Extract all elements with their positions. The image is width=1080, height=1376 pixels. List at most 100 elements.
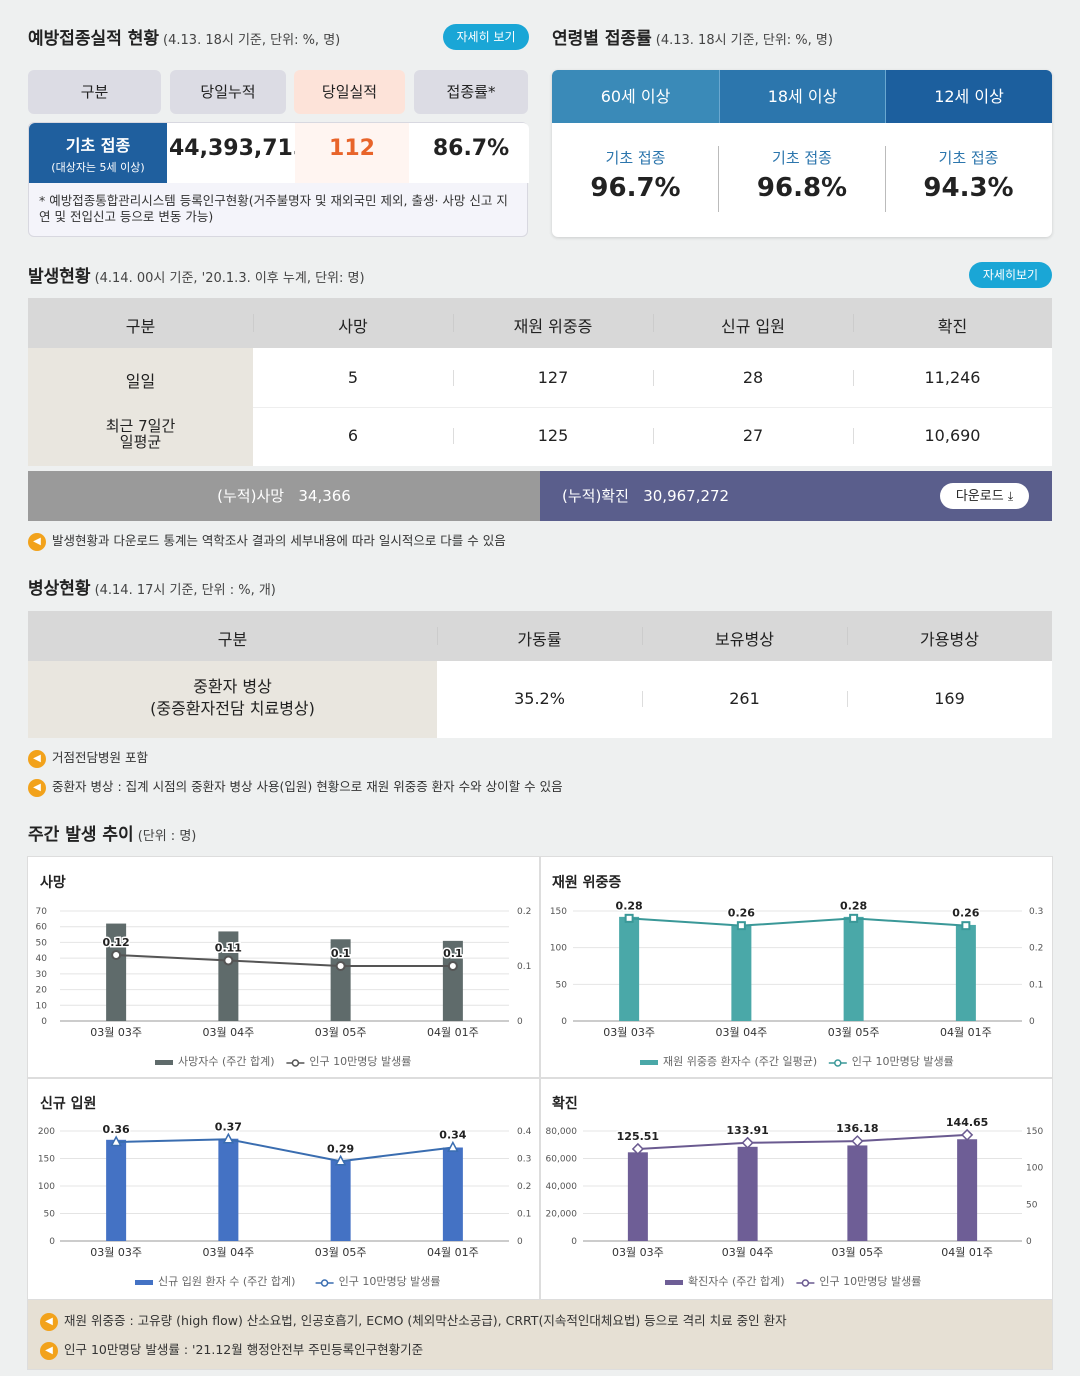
rate-label-death: 0.1 xyxy=(331,947,351,960)
weekly-footer xyxy=(28,1300,1052,1369)
bar-death xyxy=(330,939,351,1021)
y-tick-right-admission: 0.4 xyxy=(517,1127,532,1137)
bar-confirmed xyxy=(737,1146,758,1241)
x-tick-confirmed: 03월 05주 xyxy=(832,1246,884,1259)
x-tick-confirmed: 03월 03주 xyxy=(612,1246,664,1259)
vac-cumulative-value: 44,393,715 xyxy=(169,136,309,161)
rate-label-severe: 0.28 xyxy=(840,899,867,912)
x-tick-severe: 03월 03주 xyxy=(603,1026,655,1039)
y-tick-left-confirmed: 80,000 xyxy=(546,1127,578,1137)
rate-label-confirmed: 125.51 xyxy=(617,1130,659,1143)
y-tick-right-severe: 0.1 xyxy=(1029,980,1043,990)
occ-daily-confirmed: 11,246 xyxy=(924,368,981,387)
x-tick-death: 04월 01주 xyxy=(427,1026,479,1039)
speaker-icon: ◀ xyxy=(28,749,46,768)
occ-header-severe: 재원 위중증 xyxy=(513,317,593,336)
y-tick-left-severe: 50 xyxy=(556,980,568,990)
download-button[interactable]: 다운로드 ⤓ xyxy=(940,483,1029,509)
rate-label-admission: 0.34 xyxy=(439,1129,466,1142)
chart-confirmed-title: 확진 xyxy=(552,1096,578,1112)
vac-header-category: 구분 xyxy=(28,70,161,114)
y-tick-left-death: 20 xyxy=(36,986,48,996)
age-tab-60[interactable]: 60세 이상 xyxy=(552,70,719,123)
y-tick-left-death: 60 xyxy=(36,923,48,933)
rate-label-admission: 0.36 xyxy=(103,1123,130,1136)
rate-label-confirmed: 136.18 xyxy=(836,1122,878,1135)
occurrence-detail-button[interactable]: 자세히보기 xyxy=(969,262,1052,288)
occ-row-daily-label: 일일 xyxy=(125,372,156,391)
weekly-note-1: ◀ 재원 위중증 : 고유량 (high flow) 산소요법, 인공호흡기, E… xyxy=(40,1310,787,1331)
y-tick-right-admission: 0.2 xyxy=(517,1182,531,1192)
legend-bar-label-admission: 신규 입원 환자 수 (주간 합계) xyxy=(158,1275,295,1288)
rate-point-admission xyxy=(447,1140,459,1152)
occ-header-death: 사망 xyxy=(338,317,368,336)
legend-line-marker-confirmed xyxy=(801,1279,810,1287)
age-18-value: 96.8% xyxy=(756,173,848,203)
rate-point-severe xyxy=(849,913,859,923)
bar-admission xyxy=(442,1147,463,1241)
bar-admission xyxy=(218,1138,239,1241)
beds-title: 병상현황 (4.14. 17시 기준, 단위 : %, 개) xyxy=(28,579,276,599)
y-tick-left-death: 30 xyxy=(36,970,48,980)
occurrence-table: 구분 사망 재원 위중증 신규 입원 확진 일일 5 127 28 11,246… xyxy=(28,298,1052,466)
beds-header-rate: 가동률 xyxy=(517,630,562,649)
bar-confirmed xyxy=(627,1152,648,1241)
bar-admission xyxy=(330,1160,351,1241)
age-tab-12[interactable]: 12세 이상 xyxy=(885,70,1052,123)
weekly-note-2: ◀ 인구 10만명당 발생률 : '21.12월 행정안전부 주민등록인구현황기준 xyxy=(40,1339,423,1360)
x-tick-confirmed: 04월 01주 xyxy=(941,1246,993,1259)
rate-label-death: 0.11 xyxy=(215,942,242,955)
age-tab-18[interactable]: 18세 이상 xyxy=(719,70,885,123)
rate-label-admission: 0.37 xyxy=(215,1120,242,1133)
y-tick-left-severe: 150 xyxy=(550,907,567,917)
rate-line-admission xyxy=(116,1138,453,1163)
rate-point-admission xyxy=(222,1132,235,1144)
download-icon: ⤓ xyxy=(1007,489,1014,503)
y-tick-right-death: 0.1 xyxy=(517,962,531,972)
y-tick-right-death: 0.2 xyxy=(517,907,531,917)
occ-weekly-confirmed: 10,690 xyxy=(924,426,981,445)
x-tick-admission: 03월 05주 xyxy=(315,1246,367,1259)
rate-point-death xyxy=(335,961,346,971)
y-tick-right-admission: 0.3 xyxy=(517,1155,531,1165)
vaccination-detail-button[interactable]: 자세히 보기 xyxy=(443,24,529,50)
speaker-icon: ◀ xyxy=(28,778,46,797)
y-tick-left-confirmed: 20,000 xyxy=(546,1210,578,1220)
x-tick-admission: 03월 04주 xyxy=(203,1246,255,1259)
rate-label-death: 0.12 xyxy=(103,936,130,949)
occ-row-weekly-label: 최근 7일간 일평균 xyxy=(105,417,176,451)
y-tick-left-admission: 0 xyxy=(49,1237,55,1247)
y-tick-right-admission: 0.1 xyxy=(517,1210,531,1220)
y-tick-left-confirmed: 60,000 xyxy=(546,1155,578,1165)
y-tick-right-admission: 0 xyxy=(517,1237,523,1247)
occ-weekly-severe: 125 xyxy=(537,426,569,445)
y-tick-right-confirmed: 150 xyxy=(1026,1127,1043,1137)
age-60-sub: 기초 접종 xyxy=(605,149,666,167)
rate-point-death xyxy=(447,961,458,971)
basic-vaccination-label: 기초 접종 (대상자는 5세 이상) xyxy=(29,123,167,183)
y-tick-right-severe: 0.2 xyxy=(1029,944,1043,954)
occ-weekly-admission: 27 xyxy=(742,426,764,445)
legend-line-label-admission: 인구 10만명당 발생률 xyxy=(339,1275,441,1288)
legend-line-label-severe: 인구 10만명당 발생률 xyxy=(852,1055,954,1068)
x-tick-severe: 03월 04주 xyxy=(716,1026,768,1039)
bar-death xyxy=(218,931,239,1021)
y-tick-left-severe: 0 xyxy=(561,1017,567,1027)
x-tick-severe: 03월 05주 xyxy=(828,1026,880,1039)
bar-confirmed xyxy=(957,1139,978,1241)
occ-header-admission: 신규 입원 xyxy=(721,317,785,336)
bar-severe xyxy=(955,924,976,1021)
y-tick-left-admission: 200 xyxy=(38,1127,55,1137)
vac-footnote: * 예방접종통합관리시스템 등록인구현황(거주불명자 및 재외국민 제외, 출생… xyxy=(39,193,508,224)
rate-line-severe xyxy=(629,917,966,927)
x-tick-severe: 04월 01주 xyxy=(940,1026,992,1039)
vaccination-title: 예방접종실적 현황 (4.13. 18시 기준, 단위: %, 명) xyxy=(28,29,341,49)
age-rate-title: 연령별 접종률 (4.13. 18시 기준, 단위: %, 명) xyxy=(552,29,833,49)
y-tick-right-death: 0 xyxy=(517,1017,523,1027)
age-12-value: 94.3% xyxy=(923,173,1014,203)
age-60-value: 96.7% xyxy=(590,173,681,203)
occ-daily-admission: 28 xyxy=(742,368,764,387)
legend-bar-label-death: 사망자수 (주간 합계) xyxy=(178,1055,275,1068)
beds-note-1: ◀ 거점전담병원 포함 xyxy=(28,747,148,768)
x-tick-admission: 03월 03주 xyxy=(90,1246,142,1259)
